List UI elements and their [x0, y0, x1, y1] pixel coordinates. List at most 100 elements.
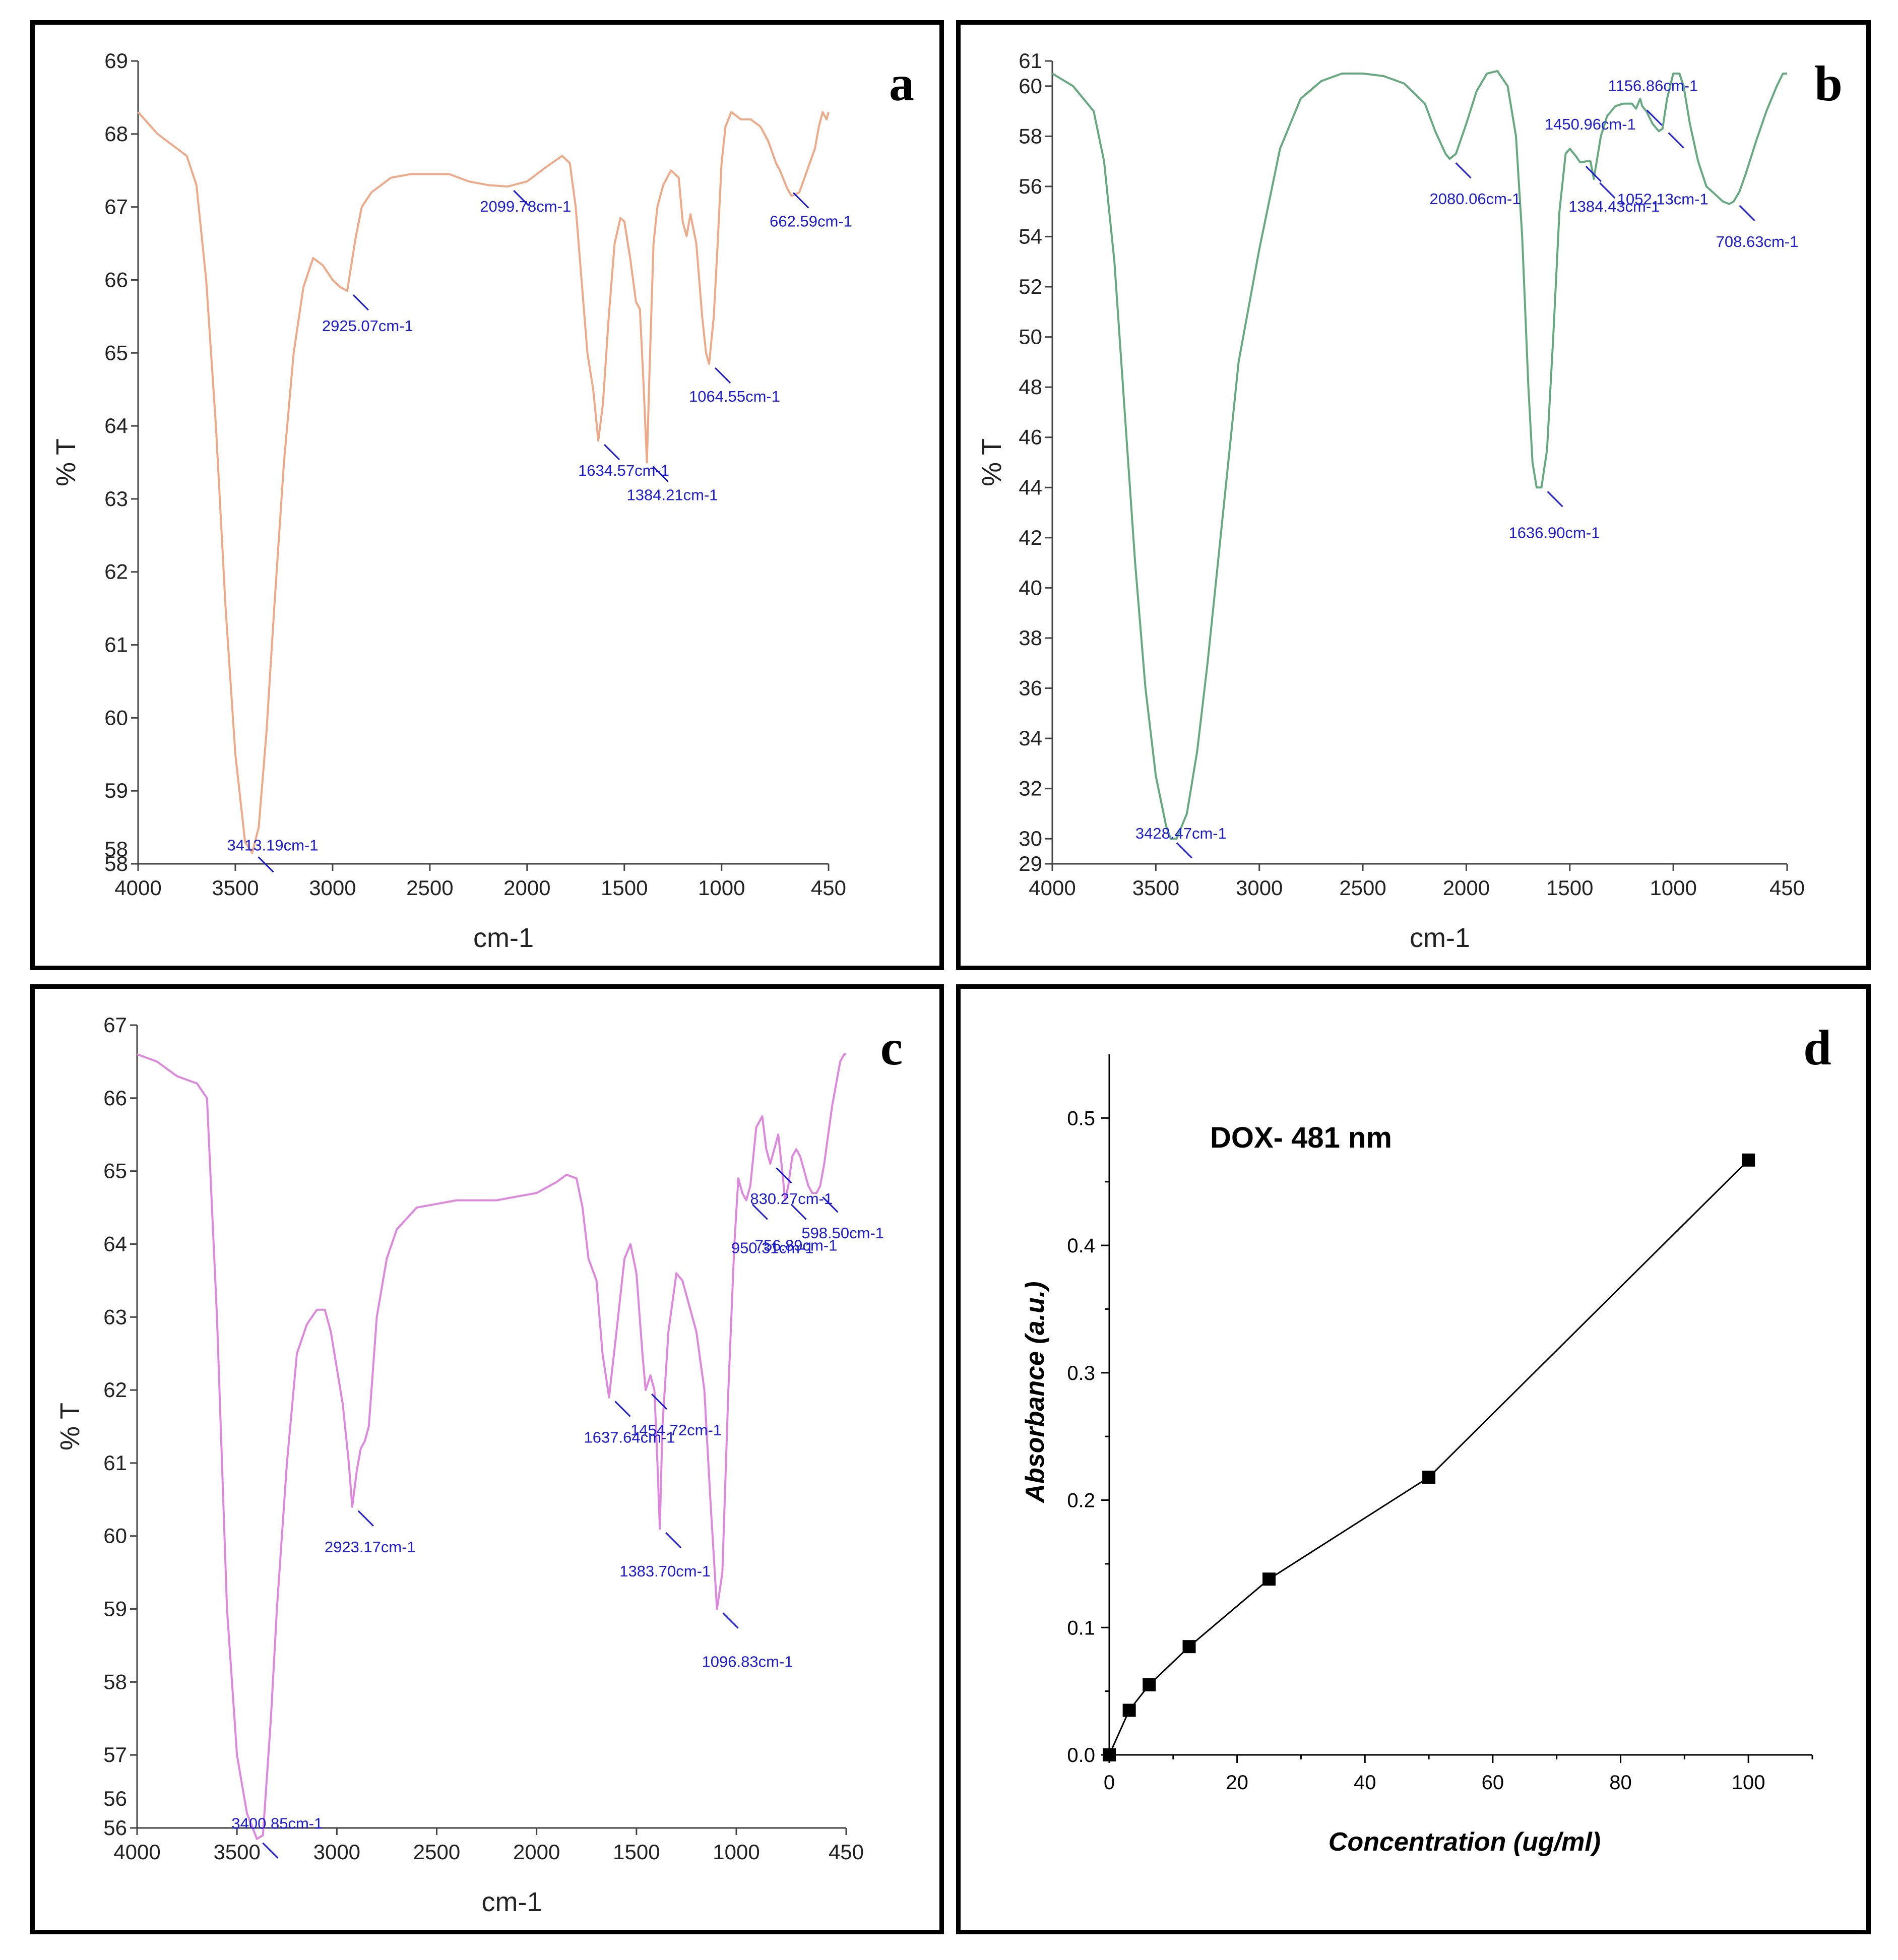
peak-label: 1096.83cm-1: [702, 1653, 793, 1671]
x-axis-title: Concentration (ug/ml): [1328, 1827, 1601, 1857]
y-axis-title: Absorbance (a.u.): [1021, 1281, 1050, 1503]
peak-label: 756.89cm-1: [755, 1237, 838, 1254]
y-tick-label: 0.1: [1067, 1617, 1095, 1639]
peak-label: 2099.78cm-1: [480, 198, 571, 215]
y-tick-label: 60: [104, 706, 128, 729]
panel-a-ir-spectrum: 58 59 60 61 62 63 64 65 66 67 68 69 58 4000 3500 3000 25…: [30, 20, 944, 970]
peak-leader-line: [714, 367, 731, 384]
peak-leader-line: [262, 1842, 279, 1859]
peak-leader-line: [357, 1510, 374, 1527]
calibration-line: [1108, 1159, 1749, 1755]
panel-b-ir-spectrum: 29 30 32 34 36 38 40 42 44 46 48 50 52 54 56 58 60 61 4000…: [956, 20, 1871, 970]
peak-leader-line: [1455, 162, 1472, 179]
y-tick-label: 40: [1019, 576, 1042, 599]
x-tick-label: 2500: [406, 876, 453, 900]
y-tick-label: 62: [104, 560, 128, 584]
x-tick-label: 3500: [213, 1840, 260, 1864]
data-point-marker: [1122, 1703, 1136, 1717]
peak-label: 598.50cm-1: [801, 1224, 884, 1242]
x-tick-label: 20: [1226, 1772, 1248, 1794]
y-axis-title: % T: [55, 1403, 85, 1450]
peak-leader-line: [776, 1167, 792, 1184]
peak-leader-line: [1668, 132, 1684, 149]
peak-leader-line: [790, 1204, 807, 1220]
data-point-marker: [1182, 1640, 1196, 1654]
x-tick-label: 1500: [613, 1840, 660, 1864]
x-tick-label: 1000: [698, 876, 745, 900]
y-tick-label: 0.0: [1067, 1744, 1095, 1766]
y-tick-label: 58: [1019, 124, 1042, 148]
y-tick-label: 30: [1019, 827, 1042, 850]
y-tick-label: 61: [1019, 49, 1042, 73]
peak-leader-line: [651, 1394, 668, 1410]
peak-label: 1384.43cm-1: [1568, 198, 1660, 215]
peak-leader-line: [1585, 166, 1602, 182]
x-tick-label: 1500: [601, 876, 648, 900]
y-tick-label: 58: [103, 1670, 127, 1693]
peak-label: 1450.96cm-1: [1545, 115, 1636, 133]
peak-label: 1636.90cm-1: [1508, 524, 1600, 541]
y-tick-label: 44: [1019, 475, 1042, 499]
peak-label: 950.31cm-1: [731, 1239, 814, 1257]
x-tick-label: 2500: [413, 1840, 460, 1864]
y-tick-label-extra: 56: [103, 1787, 127, 1810]
data-point-marker: [1422, 1471, 1436, 1484]
x-tick-label: 40: [1354, 1772, 1376, 1794]
peak-leader-line: [352, 294, 369, 311]
y-tick-label: 34: [1019, 726, 1042, 750]
panel-letter: c: [880, 1020, 903, 1076]
y-tick-label: 29: [1019, 852, 1042, 875]
data-point-marker: [1143, 1678, 1156, 1691]
y-tick-label-extra: 58: [104, 837, 128, 861]
x-tick-label: 2000: [503, 876, 550, 900]
y-tick-label: 66: [104, 268, 128, 291]
x-axis-title: cm-1: [1410, 923, 1470, 953]
peak-leader-line: [258, 856, 274, 873]
peak-leader-line: [1739, 205, 1755, 221]
peak-leader-line: [1646, 109, 1663, 126]
y-tick-label: 46: [1019, 425, 1042, 449]
x-tick-label: 450: [811, 876, 846, 900]
peak-leader-line: [513, 190, 530, 207]
x-tick-label: 3000: [1236, 876, 1283, 900]
x-tick-label: 2000: [1443, 876, 1490, 900]
peak-label: 2923.17cm-1: [325, 1538, 416, 1556]
peak-label: 708.63cm-1: [1716, 233, 1799, 250]
y-tick-label: 56: [103, 1816, 127, 1840]
peak-label: 2080.06cm-1: [1430, 190, 1521, 208]
x-tick-label: 0: [1104, 1772, 1115, 1794]
y-tick-label: 48: [1019, 375, 1042, 399]
spectrum-line: [137, 111, 830, 854]
x-tick-label: 3500: [1132, 876, 1179, 900]
peak-leader-line: [751, 1204, 768, 1220]
peak-label: 1052.13cm-1: [1617, 190, 1709, 208]
peak-leader-line: [604, 444, 620, 461]
y-tick-label: 0.5: [1067, 1107, 1095, 1129]
x-tick-label: 3500: [212, 876, 259, 900]
x-tick-label: 1500: [1546, 876, 1593, 900]
y-tick-label: 63: [104, 487, 128, 511]
y-axis-title: % T: [51, 438, 81, 486]
peak-leader-line: [1599, 182, 1616, 199]
peak-leader-line: [652, 466, 669, 482]
y-tick-label: 61: [103, 1451, 127, 1475]
y-tick-label: 50: [1019, 325, 1042, 349]
x-tick-label: 4000: [114, 876, 161, 900]
x-tick-label: 1000: [713, 1840, 760, 1864]
y-tick-label: 69: [104, 49, 128, 73]
y-tick-label: 63: [103, 1305, 127, 1329]
x-tick-label: 4000: [1029, 876, 1075, 900]
x-tick-label: 80: [1609, 1772, 1632, 1794]
y-tick-label: 59: [103, 1597, 127, 1621]
peak-label: 1637.64cm-1: [584, 1429, 675, 1446]
x-tick-label: 2000: [513, 1840, 560, 1864]
x-tick-label: 450: [829, 1840, 864, 1864]
y-tick-label: 66: [103, 1086, 127, 1110]
panel-letter: b: [1814, 55, 1843, 111]
y-tick-label: 64: [104, 414, 128, 437]
spectrum-line: [137, 1053, 846, 1840]
peak-label: 1064.55cm-1: [689, 388, 780, 405]
peak-label: 1634.57cm-1: [578, 462, 669, 479]
y-tick-label: 62: [103, 1378, 127, 1402]
